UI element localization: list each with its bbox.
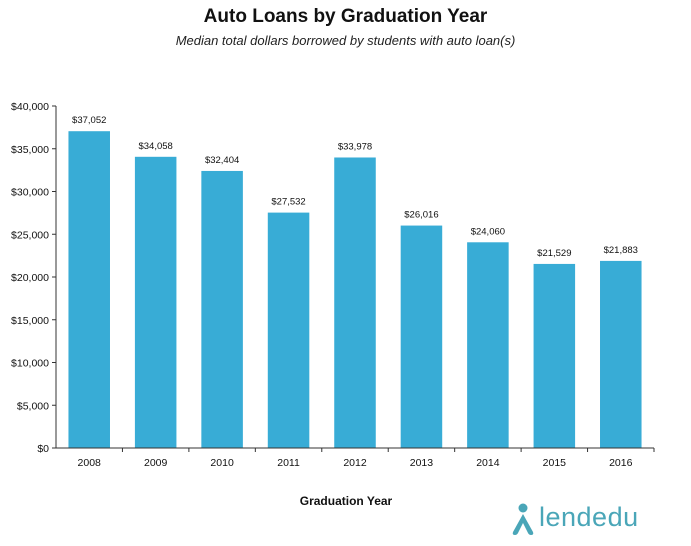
bar-2012 (334, 157, 376, 448)
x-tick-label-2009: 2009 (144, 457, 168, 469)
y-tick-label: $10,000 (11, 358, 49, 370)
data-label-2012: $33,978 (338, 141, 372, 152)
x-axis-label: Graduation Year (300, 494, 393, 508)
bar-2015 (533, 263, 576, 448)
y-axis: $0 $5,000 $10,000 $15,000 $20,000 $25,000 $30,… (11, 101, 57, 455)
data-label-2010: $32,404 (205, 155, 239, 166)
y-tick-label: $15,000 (11, 315, 49, 327)
bar-2010 (201, 170, 243, 448)
lendedu-logo-icon (512, 503, 534, 535)
y-tick-label: $5,000 (17, 400, 49, 412)
x-tick-label-2013: 2013 (410, 457, 434, 469)
data-label-2015: $21,529 (537, 248, 571, 259)
x-tick-label-2015: 2015 (543, 457, 567, 469)
x-tick-label-2008: 2008 (78, 457, 102, 469)
x-axis: 2008 2009 2010 2011 2012 2013 2014 2015 2016 (56, 447, 655, 469)
bar-2009 (134, 156, 177, 449)
x-tick-label-2012: 2012 (343, 457, 367, 469)
bar-2011 (267, 212, 310, 448)
data-label-2014: $24,060 (471, 226, 505, 237)
y-tick-label: $30,000 (11, 187, 49, 199)
bar-2014 (467, 242, 509, 448)
x-tick-label-2010: 2010 (210, 457, 234, 469)
x-tick-label-2016: 2016 (609, 457, 633, 469)
y-tick-label: $25,000 (11, 229, 49, 241)
data-label-2013: $26,016 (404, 210, 438, 221)
y-tick-label: $20,000 (11, 272, 49, 284)
data-label-2009: $34,058 (138, 141, 172, 152)
lendedu-logo-text: lendedu (539, 502, 639, 532)
y-tick-label: $35,000 (11, 144, 49, 156)
lendedu-logo: lendedu (509, 500, 669, 540)
bar-2008 (68, 131, 110, 449)
data-label-2016: $21,883 (604, 245, 638, 256)
chart-title: Auto Loans by Graduation Year (203, 6, 488, 27)
bar-2016 (600, 260, 642, 448)
bar-2013 (400, 225, 443, 448)
data-label-2011: $27,532 (271, 197, 305, 208)
y-tick-label: $0 (37, 443, 49, 455)
data-label-2008: $37,052 (72, 115, 106, 126)
bars: $37,052 $34,058 $32,404 $27,532 $33,978 $26,0… (68, 115, 642, 449)
y-tick-label: $40,000 (11, 101, 49, 113)
x-tick-label-2014: 2014 (476, 457, 500, 469)
chart-subtitle: Median total dollars borrowed by student… (175, 33, 516, 48)
x-tick-label-2011: 2011 (277, 457, 300, 469)
